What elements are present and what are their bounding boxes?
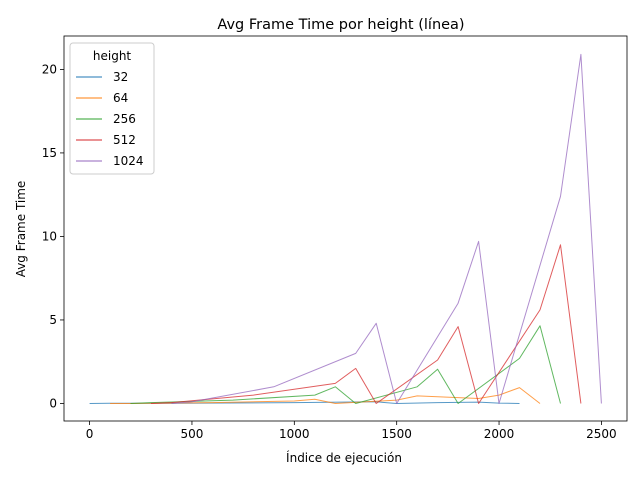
legend-title: height xyxy=(93,49,132,63)
legend-label-512: 512 xyxy=(113,133,136,147)
legend-label-64: 64 xyxy=(113,91,128,105)
x-tick-label: 2500 xyxy=(586,427,617,441)
y-axis-label: Avg Frame Time xyxy=(14,181,28,278)
legend: height 32 64 256 512 1024 xyxy=(69,42,155,175)
legend-label-1024: 1024 xyxy=(113,154,144,168)
legend-label-32: 32 xyxy=(113,70,128,84)
plot-area: 0 500 1000 1500 2000 2500 0 5 10 15 20 xyxy=(42,35,628,441)
legend-box xyxy=(69,42,155,175)
x-axis-label: Índice de ejecución xyxy=(286,450,402,465)
series-line-512 xyxy=(150,244,582,404)
x-tick-label: 1000 xyxy=(279,427,310,441)
y-tick-label: 5 xyxy=(49,313,57,327)
legend-label-256: 256 xyxy=(113,112,136,126)
series-line-64 xyxy=(110,387,541,404)
y-tick-label: 15 xyxy=(42,146,57,160)
x-tick-label: 500 xyxy=(181,427,204,441)
series-line-1024 xyxy=(171,53,602,404)
axes-frame xyxy=(63,35,628,422)
x-tick-label: 2000 xyxy=(484,427,515,441)
y-tick-label: 20 xyxy=(42,62,57,76)
x-tick-label: 1500 xyxy=(381,427,412,441)
x-tick-label: 0 xyxy=(86,427,94,441)
chart-title: Avg Frame Time por height (línea) xyxy=(217,17,464,33)
series-line-256 xyxy=(130,325,561,404)
y-tick-label: 0 xyxy=(49,396,57,410)
y-tick-label: 10 xyxy=(42,229,57,243)
